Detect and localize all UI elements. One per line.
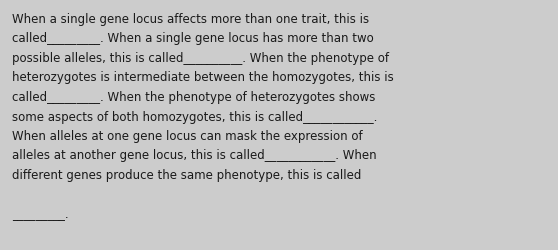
Text: _________.: _________. xyxy=(12,207,69,220)
Text: heterozygotes is intermediate between the homozygotes, this is: heterozygotes is intermediate between th… xyxy=(12,71,394,84)
Text: possible alleles, this is called__________. When the phenotype of: possible alleles, this is called________… xyxy=(12,52,389,65)
Text: called_________. When a single gene locus has more than two: called_________. When a single gene locu… xyxy=(12,32,374,45)
Text: different genes produce the same phenotype, this is called: different genes produce the same phenoty… xyxy=(12,168,362,181)
Text: When alleles at one gene locus can mask the expression of: When alleles at one gene locus can mask … xyxy=(12,130,363,142)
Text: called_________. When the phenotype of heterozygotes shows: called_________. When the phenotype of h… xyxy=(12,91,376,104)
Text: alleles at another gene locus, this is called____________. When: alleles at another gene locus, this is c… xyxy=(12,149,377,162)
Text: some aspects of both homozygotes, this is called____________.: some aspects of both homozygotes, this i… xyxy=(12,110,377,123)
Text: When a single gene locus affects more than one trait, this is: When a single gene locus affects more th… xyxy=(12,13,369,26)
